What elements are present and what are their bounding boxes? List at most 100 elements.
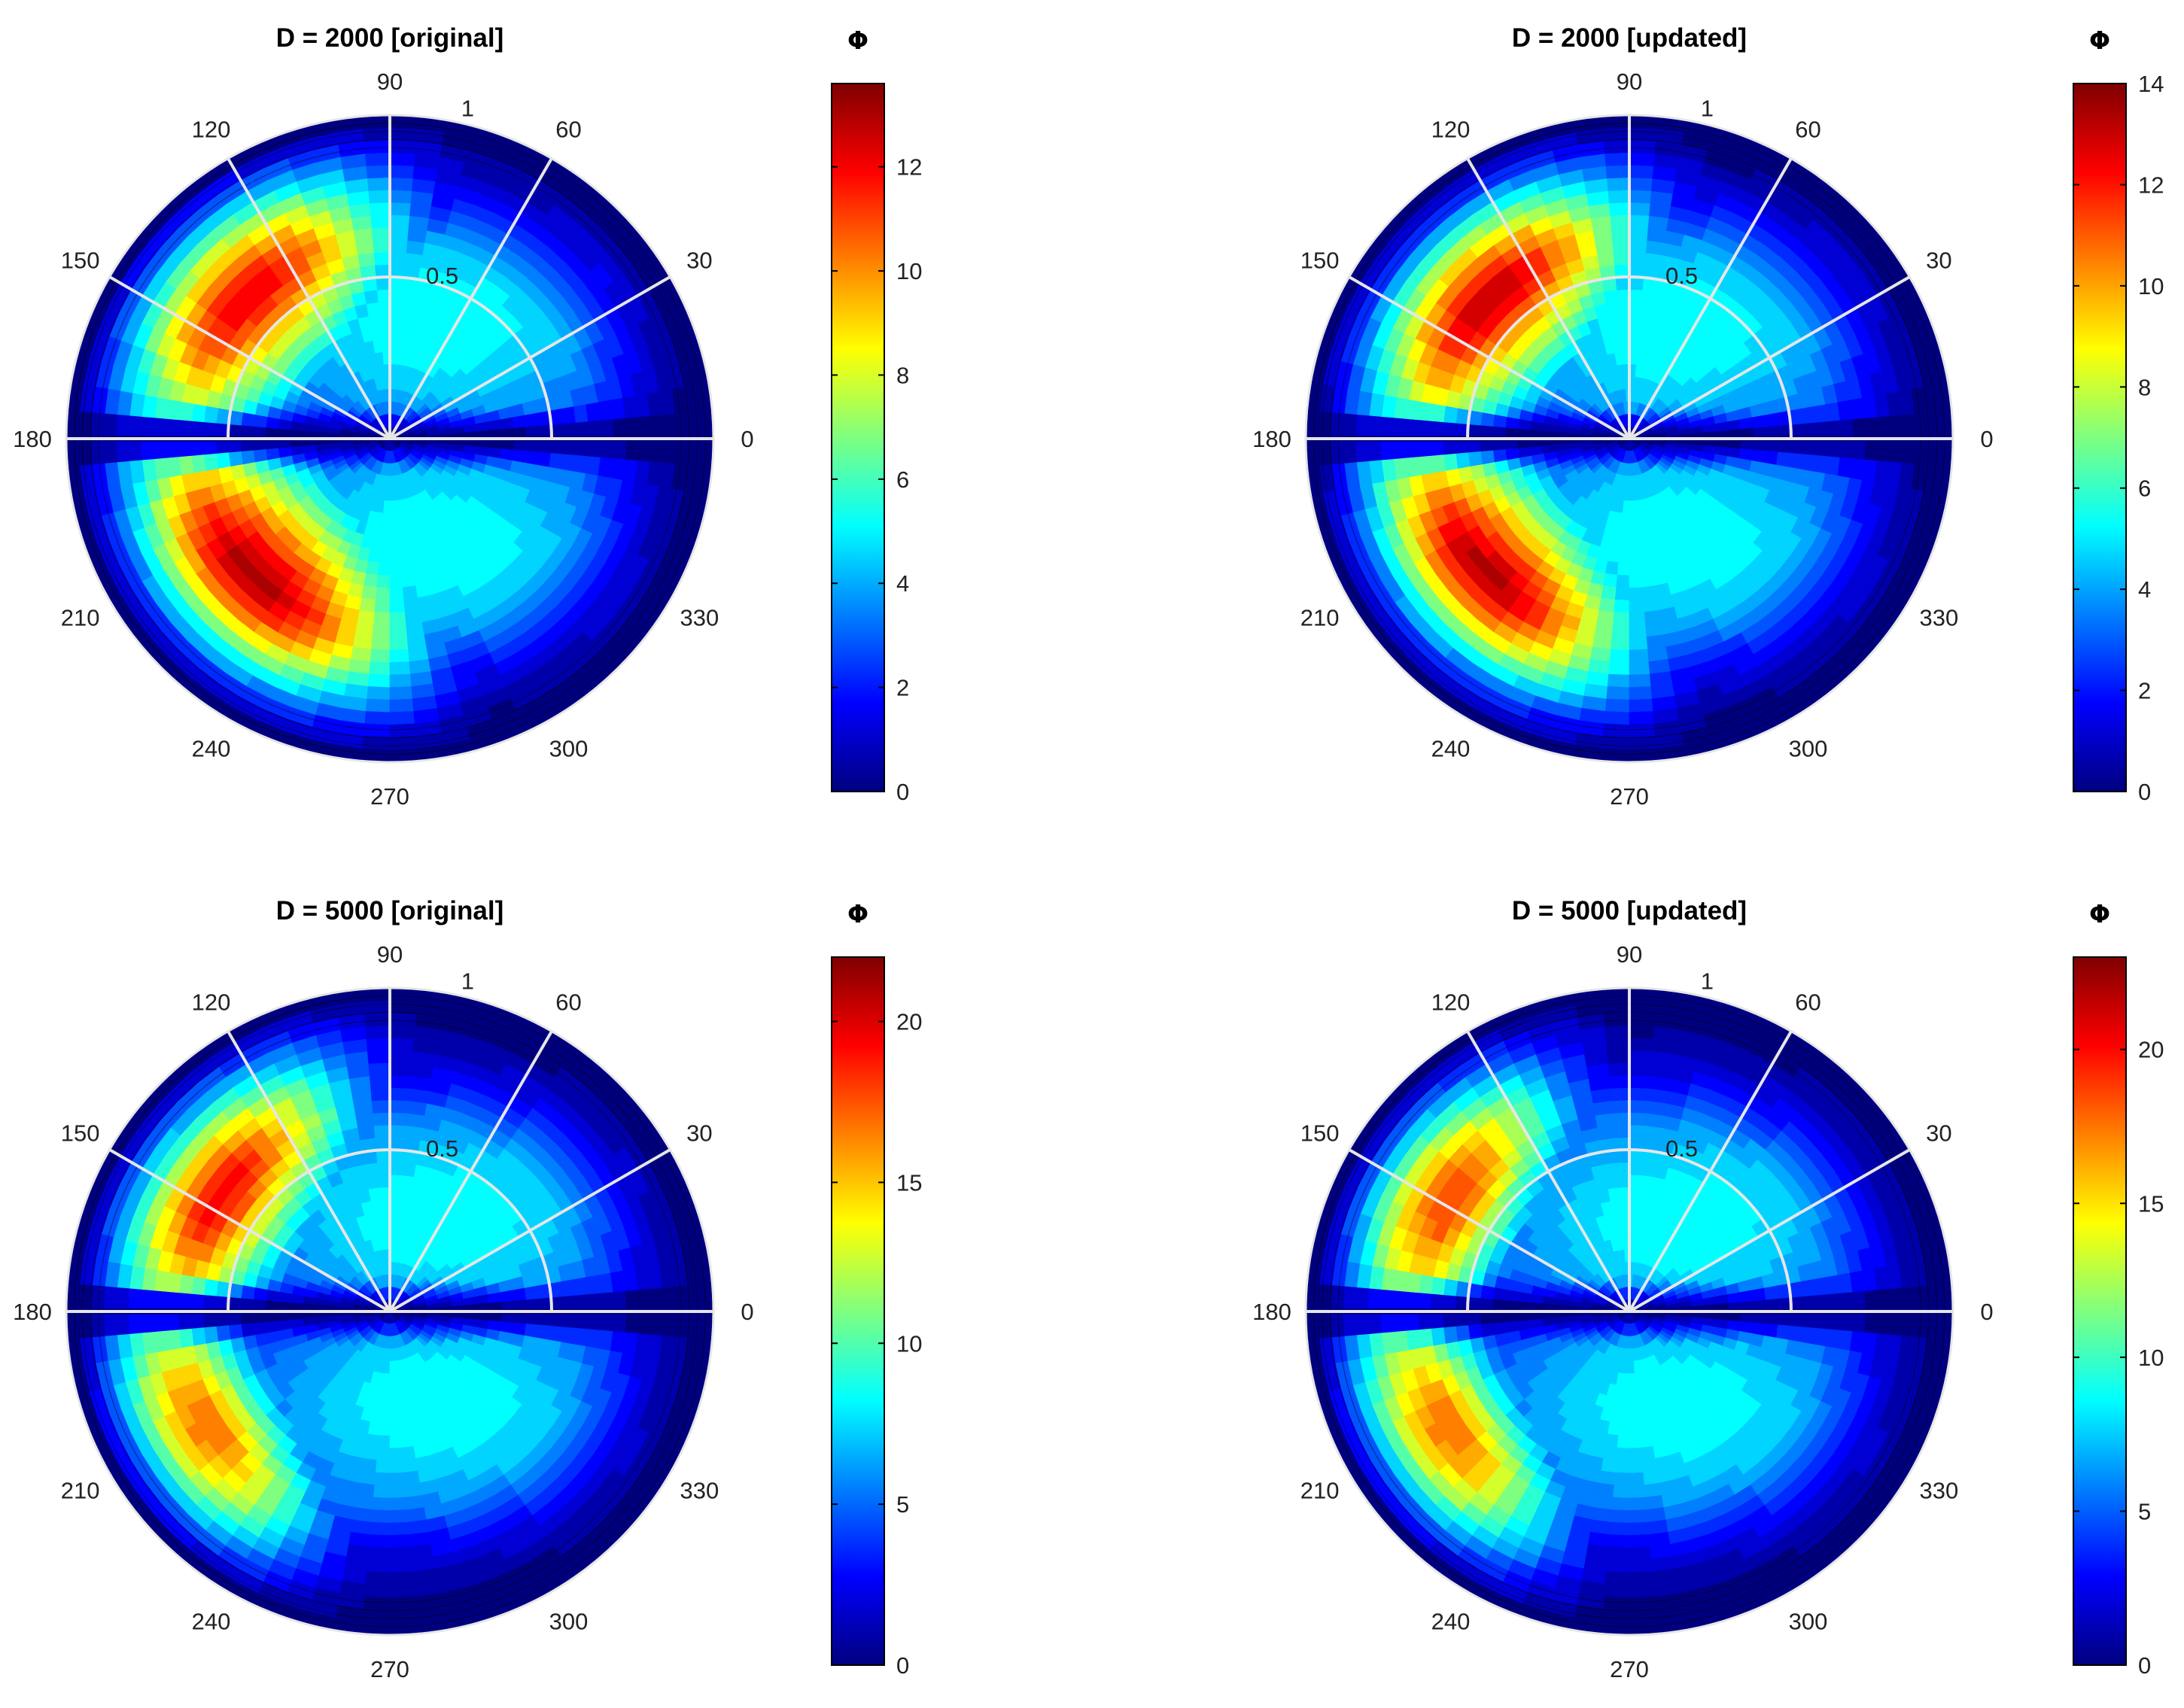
contour-cell: [354, 240, 374, 256]
contour-cell: [1596, 609, 1615, 625]
contour-cell: [1877, 438, 1891, 462]
panel-title: D = 5000 [original]: [276, 896, 503, 925]
contour-cell: [203, 1278, 219, 1297]
contour-cell: [549, 1325, 564, 1342]
contour-cell: [240, 1323, 256, 1338]
contour-cell: [561, 1278, 576, 1297]
contour-cell: [376, 1162, 391, 1176]
contour-cell: [1629, 276, 1644, 290]
contour-cell: [1763, 412, 1779, 427]
contour-cell: [1776, 451, 1791, 467]
contour-cell: [573, 1276, 589, 1296]
contour-cell: [363, 289, 379, 305]
contour-cell: [524, 450, 540, 465]
contour-cell: [649, 414, 665, 439]
contour-cell: [369, 202, 391, 216]
contour-cell: [637, 438, 652, 462]
contour-cell: [1889, 414, 1904, 439]
contour-cell: [1644, 609, 1662, 625]
contour-cell: [140, 416, 155, 439]
contour-cell: [367, 189, 391, 204]
contour-cell: [1604, 711, 1630, 725]
contour-cell: [404, 1482, 423, 1498]
radius-tick-label: 1: [461, 95, 474, 121]
contour-cell: [372, 239, 391, 254]
contour-cell: [191, 1327, 207, 1347]
contour-cell: [625, 416, 640, 439]
contour-cell: [1611, 239, 1630, 254]
contour-cell: [215, 452, 231, 470]
contour-cell: [1608, 661, 1630, 676]
contour-cell: [1455, 452, 1471, 470]
contour-cell: [1629, 314, 1641, 328]
contour-cell: [1629, 214, 1650, 229]
colorbar-tick-label: 10: [2138, 273, 2164, 299]
contour-cell: [1914, 438, 1929, 465]
contour-cell: [115, 414, 130, 439]
colorbar-tick-label: 6: [896, 467, 909, 493]
contour-cell: [389, 164, 415, 179]
contour-cell: [389, 226, 409, 241]
contour-cell: [128, 415, 142, 439]
contour-cell: [363, 723, 391, 738]
contour-cell: [1609, 536, 1621, 551]
contour-cell: [191, 454, 207, 474]
contour-cell: [401, 1445, 416, 1461]
contour-cell: [357, 252, 376, 268]
contour-cell: [363, 1162, 379, 1178]
colorbar-tick-label: 2: [2138, 678, 2151, 704]
contour-cell: [1643, 597, 1660, 613]
contour-cell: [389, 177, 413, 191]
contour-cell: [372, 1112, 391, 1126]
colorbar-tick-label: 6: [2138, 476, 2151, 502]
contour-cell: [699, 438, 713, 467]
contour-cell: [354, 1113, 374, 1129]
colorbar-ramp: [2073, 83, 2127, 792]
contour-cell: [1640, 302, 1653, 317]
contour-cell: [203, 406, 219, 424]
contour-cell: [389, 152, 415, 166]
contour-cell: [228, 451, 243, 467]
contour-cell: [1619, 537, 1630, 552]
contour-cell: [1596, 252, 1615, 268]
contour-cell: [1603, 139, 1630, 154]
contour-cell: [66, 410, 81, 439]
contour-cell: [1480, 450, 1495, 465]
contour-cell: [128, 438, 142, 462]
contour-cell: [1629, 748, 1658, 762]
contour-cell: [375, 587, 391, 601]
contour-cell: [359, 1470, 376, 1486]
contour-cell: [1629, 152, 1655, 166]
contour-cell: [389, 1485, 406, 1499]
contour-cell: [406, 240, 425, 256]
contour-cell: [354, 1494, 374, 1510]
contour-cell: [367, 549, 381, 564]
contour-cell: [613, 418, 627, 439]
grid-outer-ring: [65, 114, 715, 764]
radius-tick-label: 0.5: [1665, 263, 1698, 289]
contour-cell: [377, 1435, 391, 1449]
contour-cell: [1617, 562, 1630, 576]
contour-cell: [1620, 524, 1630, 539]
contour-cell: [1644, 252, 1662, 268]
contour-cell: [1616, 574, 1630, 588]
contour-cell: [376, 1447, 391, 1461]
angle-tick-label: 150: [61, 248, 100, 274]
contour-cell: [389, 524, 399, 539]
contour-cell: [1864, 416, 1879, 439]
angle-tick-label: 90: [1617, 68, 1642, 95]
contour-cell: [1902, 413, 1916, 439]
contour-cell: [1504, 416, 1519, 430]
contour-cell: [389, 537, 400, 552]
angle-tick-label: 120: [192, 117, 231, 143]
contour-cell: [363, 1445, 379, 1461]
contour-cell: [1751, 449, 1766, 463]
contour-cell: [1629, 562, 1642, 576]
contour-cell: [370, 649, 391, 664]
contour-cell: [253, 1287, 268, 1301]
contour-cell: [1864, 438, 1879, 461]
contour-cell: [662, 413, 677, 439]
contour-cell: [1443, 453, 1459, 472]
contour-cell: [1629, 251, 1646, 266]
contour-cell: [1641, 585, 1658, 600]
